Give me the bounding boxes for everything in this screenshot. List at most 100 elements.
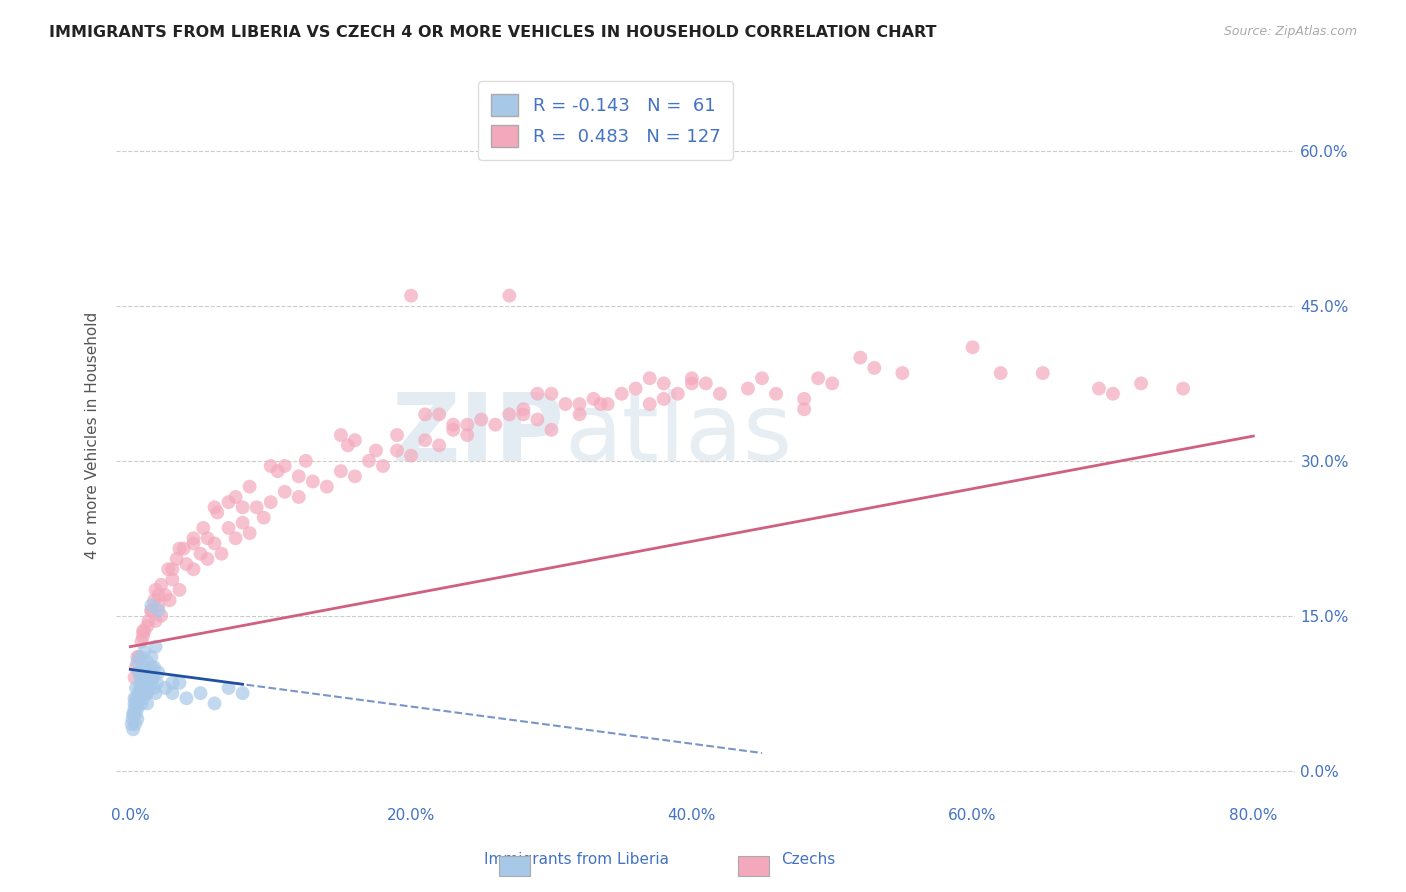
Point bbox=[413, 408, 436, 422]
Point bbox=[441, 417, 464, 432]
Point bbox=[125, 660, 148, 674]
Point bbox=[125, 691, 148, 706]
Point bbox=[793, 392, 815, 406]
Point bbox=[136, 655, 159, 669]
Point bbox=[121, 717, 143, 731]
Point bbox=[891, 366, 914, 380]
Point bbox=[145, 582, 167, 597]
Point bbox=[122, 723, 145, 737]
Point bbox=[274, 484, 297, 499]
Point bbox=[134, 671, 156, 685]
Point bbox=[143, 681, 166, 695]
Point bbox=[990, 366, 1012, 380]
Point bbox=[751, 371, 773, 385]
Point bbox=[274, 458, 297, 473]
Point bbox=[159, 593, 181, 607]
Point bbox=[610, 386, 633, 401]
Point bbox=[260, 458, 283, 473]
Point bbox=[197, 552, 219, 566]
Point bbox=[128, 665, 150, 680]
Point bbox=[190, 686, 212, 700]
Point bbox=[162, 573, 184, 587]
Point bbox=[441, 423, 464, 437]
Point bbox=[681, 376, 703, 391]
Point bbox=[124, 691, 146, 706]
Point bbox=[136, 697, 159, 711]
Point bbox=[125, 681, 148, 695]
Point bbox=[148, 588, 170, 602]
Point bbox=[183, 536, 205, 550]
Text: Immigrants from Liberia: Immigrants from Liberia bbox=[484, 852, 669, 867]
Point bbox=[225, 531, 247, 545]
Point bbox=[125, 706, 148, 721]
Point bbox=[155, 588, 177, 602]
Point bbox=[124, 671, 146, 685]
Point bbox=[145, 614, 167, 628]
Point bbox=[638, 371, 661, 385]
Point bbox=[124, 717, 146, 731]
Point bbox=[162, 675, 184, 690]
Point bbox=[343, 433, 366, 447]
Point bbox=[709, 386, 731, 401]
Point bbox=[176, 557, 198, 571]
Point bbox=[652, 376, 675, 391]
Point bbox=[155, 681, 177, 695]
Point bbox=[129, 650, 152, 665]
Point bbox=[568, 397, 591, 411]
Point bbox=[336, 438, 359, 452]
Point bbox=[132, 624, 155, 639]
Point bbox=[142, 671, 165, 685]
Point bbox=[142, 671, 165, 685]
Point bbox=[1130, 376, 1153, 391]
Point bbox=[148, 599, 170, 613]
Point bbox=[399, 288, 422, 302]
Point bbox=[204, 697, 226, 711]
Point bbox=[162, 686, 184, 700]
Point bbox=[131, 697, 153, 711]
Point bbox=[666, 386, 689, 401]
Point bbox=[139, 675, 162, 690]
Point bbox=[128, 686, 150, 700]
Point bbox=[129, 671, 152, 685]
Point bbox=[385, 443, 408, 458]
Point bbox=[793, 402, 815, 417]
Point bbox=[246, 500, 269, 515]
Point bbox=[136, 619, 159, 633]
Point bbox=[596, 397, 619, 411]
Point bbox=[218, 495, 240, 509]
Point bbox=[193, 521, 215, 535]
Point bbox=[232, 686, 254, 700]
Point bbox=[540, 423, 562, 437]
Point bbox=[166, 552, 188, 566]
Point bbox=[239, 480, 262, 494]
Point bbox=[287, 469, 309, 483]
Point bbox=[131, 675, 153, 690]
Point bbox=[169, 675, 191, 690]
Point bbox=[132, 691, 155, 706]
Point bbox=[1173, 382, 1195, 396]
Point bbox=[456, 428, 478, 442]
Point bbox=[162, 562, 184, 576]
Point bbox=[169, 541, 191, 556]
Point bbox=[134, 624, 156, 639]
Point bbox=[301, 475, 323, 489]
Point bbox=[146, 675, 169, 690]
Point bbox=[512, 408, 534, 422]
Point bbox=[232, 500, 254, 515]
Point bbox=[125, 697, 148, 711]
Point bbox=[148, 665, 170, 680]
Point bbox=[821, 376, 844, 391]
Point bbox=[294, 454, 316, 468]
Point bbox=[807, 371, 830, 385]
Point bbox=[695, 376, 717, 391]
Point bbox=[315, 480, 337, 494]
Point bbox=[141, 603, 163, 617]
Point bbox=[540, 386, 562, 401]
Point bbox=[484, 417, 506, 432]
Point bbox=[526, 386, 548, 401]
Point bbox=[183, 562, 205, 576]
Point bbox=[652, 392, 675, 406]
Point bbox=[128, 650, 150, 665]
Point bbox=[765, 386, 787, 401]
Point bbox=[470, 412, 492, 426]
